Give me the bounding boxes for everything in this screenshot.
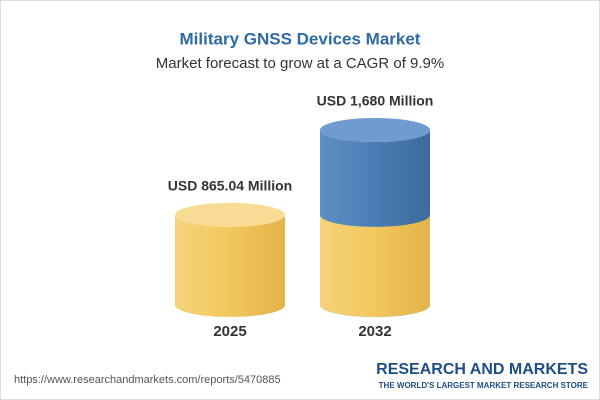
cylinder-top — [320, 118, 430, 142]
x-tick-label: 2025 — [213, 323, 246, 340]
chart-title: Military GNSS Devices Market — [180, 29, 421, 48]
value-label: USD 1,680 Million — [317, 93, 434, 109]
source-url: https://www.researchandmarkets.com/repor… — [14, 374, 281, 386]
cylinder-top — [175, 202, 285, 227]
value-label: USD 865.04 Million — [168, 178, 292, 194]
chart-subtitle: Market forecast to grow at a CAGR of 9.9… — [156, 55, 444, 72]
tagline: THE WORLD'S LARGEST MARKET RESEARCH STOR… — [379, 381, 589, 390]
brand: RESEARCH AND MARKETS — [376, 361, 588, 378]
cylinder — [175, 214, 285, 317]
x-tick-label: 2032 — [358, 323, 391, 340]
cylinder-base-part — [319, 214, 430, 317]
